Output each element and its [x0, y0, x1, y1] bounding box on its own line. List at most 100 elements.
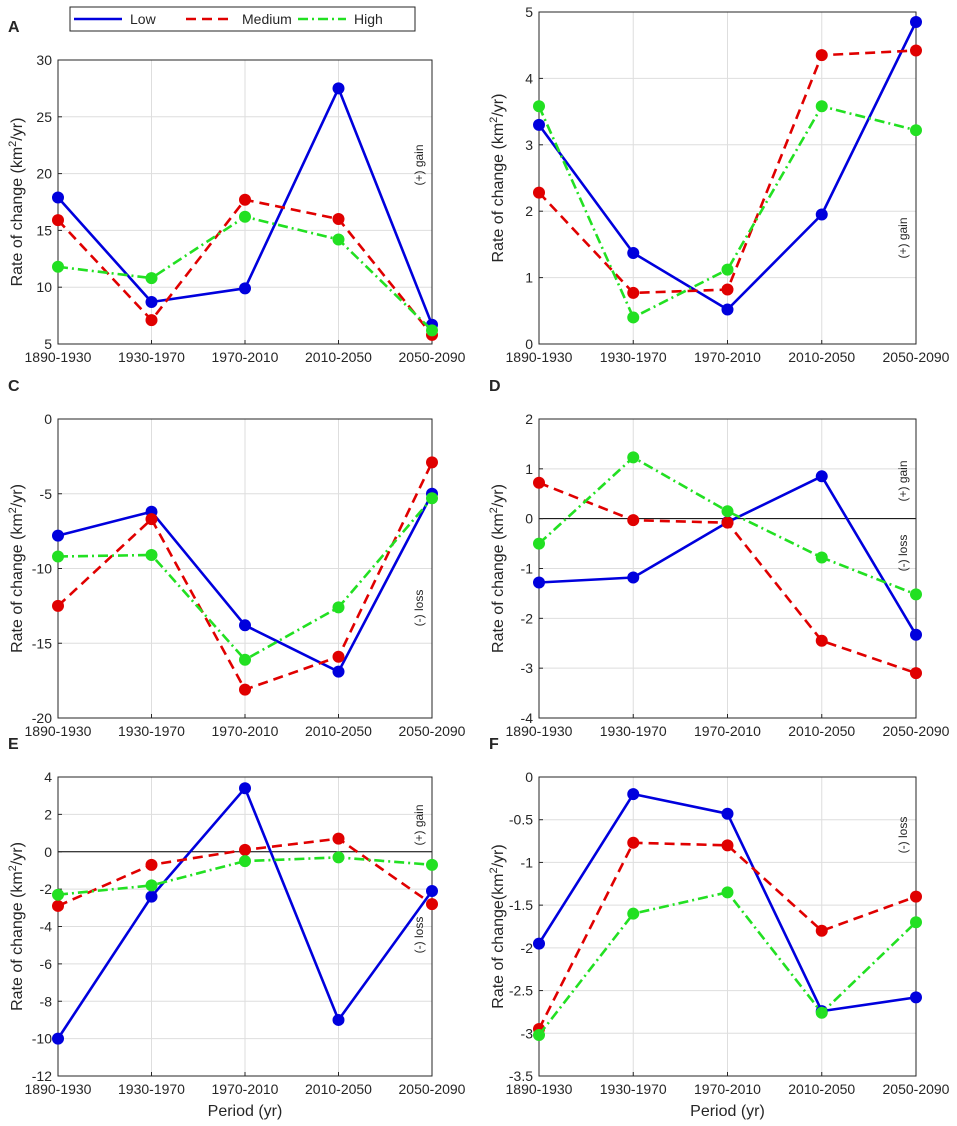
y-tick-label: -6: [40, 956, 53, 972]
y-tick-label: 5: [525, 4, 533, 20]
data-point-high: [910, 916, 922, 929]
data-point-medium: [145, 513, 158, 526]
data-point-medium: [627, 836, 640, 849]
data-point-low: [332, 1013, 345, 1026]
x-tick-label: 1890-1930: [25, 349, 92, 365]
panel-d: 1890-1930 1930-1970 1970-2010 2010-2050 2050…: [488, 378, 950, 739]
data-point-medium: [721, 516, 734, 529]
data-point-high: [145, 549, 158, 562]
y-tick-label: 0: [44, 411, 52, 427]
y-tick-label: 0: [525, 769, 533, 785]
y-tick-label: 10: [36, 279, 52, 295]
annotation: (+) gain: [896, 217, 910, 258]
data-point-low: [721, 303, 734, 316]
x-tick-label: 1930-1970: [118, 349, 185, 365]
data-point-high: [627, 907, 640, 920]
legend-label-low: Low: [130, 11, 157, 27]
y-axis-label-main: Rate of change (km: [9, 147, 26, 287]
y-tick-label: -12: [32, 1068, 52, 1084]
data-point-medium: [910, 667, 922, 680]
x-tick-label: 2010-2050: [788, 723, 855, 739]
series-low: [533, 788, 922, 1018]
data-point-medium: [145, 314, 158, 327]
y-tick-label: -1: [521, 561, 534, 577]
panel-label: F: [489, 736, 499, 753]
x-tick-label: 1890-1930: [506, 723, 573, 739]
data-point-low: [721, 807, 734, 820]
data-point-medium: [239, 683, 251, 696]
data-point-medium: [533, 186, 545, 199]
x-tick-label: 1930-1970: [600, 723, 667, 739]
data-point-high: [239, 210, 251, 223]
data-point-high: [721, 886, 734, 899]
data-point-high: [627, 451, 640, 464]
y-tick-label: 2: [44, 806, 52, 822]
y-tick-label: 3: [525, 137, 533, 153]
data-point-low: [52, 1032, 64, 1045]
data-point-medium: [426, 456, 438, 469]
annotation: (+) gain: [412, 804, 426, 845]
data-point-high: [426, 324, 438, 337]
data-point-high: [145, 879, 158, 892]
annotation: (+) gain: [412, 144, 426, 185]
series-high: [52, 210, 438, 337]
annotation: (+) gain: [896, 460, 910, 501]
y-axis-label-tail: /yr): [490, 94, 507, 117]
annotation: (-) loss: [412, 917, 426, 954]
data-point-medium: [627, 514, 640, 527]
data-point-low: [426, 884, 438, 897]
x-tick-label: 1970-2010: [212, 1081, 279, 1097]
series-medium: [533, 476, 922, 680]
data-point-medium: [910, 890, 922, 903]
data-point-low: [332, 82, 345, 95]
x-tick-label: 2010-2050: [788, 349, 855, 365]
data-point-high: [533, 100, 545, 113]
y-axis-label-sup: 2: [488, 117, 500, 123]
x-tick-label: 1930-1970: [118, 1081, 185, 1097]
panel-b: 1890-1930 1930-1970 1970-2010 2010-2050 2050…: [488, 4, 950, 365]
y-tick-label: -3.5: [509, 1068, 533, 1084]
y-tick-label: -2: [521, 610, 534, 626]
data-point-high: [52, 550, 64, 563]
x-tick-label: 2010-2050: [788, 1081, 855, 1097]
panel-label: C: [8, 378, 20, 395]
data-point-medium: [721, 839, 734, 852]
data-point-medium: [533, 476, 545, 489]
data-point-medium: [332, 650, 345, 663]
y-axis-label: Rate of change (km2/yr): [7, 118, 26, 287]
annotation: (-) loss: [896, 817, 910, 854]
series-high: [533, 886, 922, 1041]
y-tick-label: -0.5: [509, 812, 533, 828]
series-medium: [533, 44, 922, 299]
data-point-low: [627, 571, 640, 584]
y-tick-label: 25: [36, 109, 52, 125]
data-point-medium: [52, 899, 64, 912]
data-point-high: [52, 888, 64, 901]
x-tick-label: 1970-2010: [694, 723, 761, 739]
x-tick-label: 2050-2090: [399, 1081, 466, 1097]
data-point-low: [239, 282, 251, 295]
data-point-low: [910, 15, 922, 28]
x-tick-label: 1890-1930: [506, 1081, 573, 1097]
panel-label: D: [489, 378, 501, 395]
x-tick-label: 2010-2050: [305, 1081, 372, 1097]
y-tick-label: 0: [44, 844, 52, 860]
y-axis-label-sup: 2: [7, 507, 19, 513]
data-point-high: [426, 492, 438, 505]
y-axis-label-tail: /yr): [9, 842, 26, 865]
legend-label-medium: Medium: [242, 11, 292, 27]
x-tick-label: 1890-1930: [25, 723, 92, 739]
x-tick-label: 2050-2090: [399, 349, 466, 365]
data-point-low: [627, 788, 640, 801]
x-tick-label: 1930-1970: [118, 723, 185, 739]
data-point-high: [52, 260, 64, 273]
y-tick-label: -4: [521, 710, 534, 726]
data-point-high: [332, 233, 345, 246]
series-high: [52, 492, 438, 666]
y-tick-label: 2: [525, 203, 533, 219]
y-tick-label: -8: [40, 993, 53, 1009]
series-medium: [52, 456, 438, 696]
data-point-medium: [721, 283, 734, 296]
data-point-low: [910, 991, 922, 1004]
